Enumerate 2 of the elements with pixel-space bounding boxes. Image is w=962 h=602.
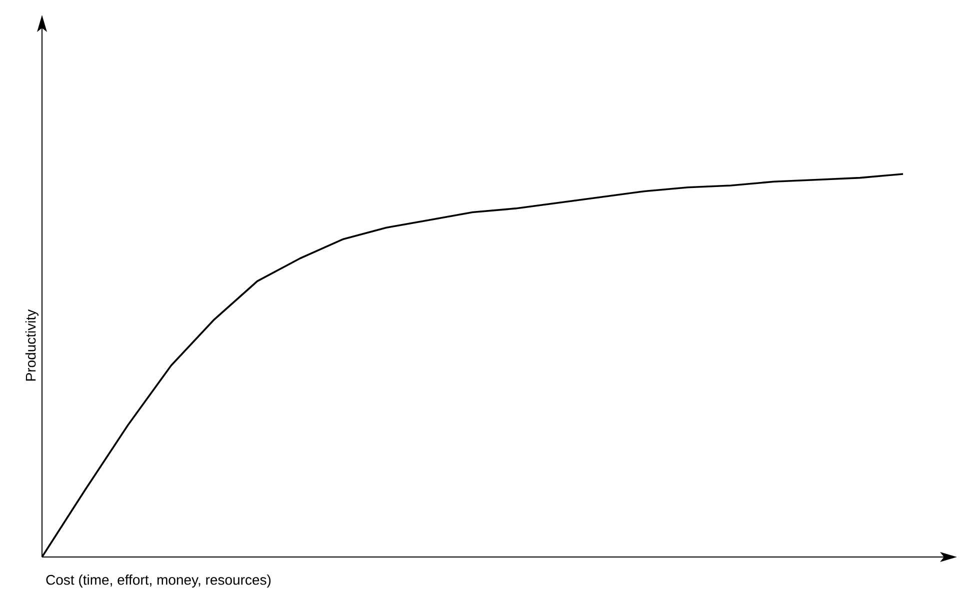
y-axis-title: Productivity bbox=[25, 309, 38, 381]
x-axis-title: Cost (time, effort, money, resources) bbox=[46, 574, 271, 588]
